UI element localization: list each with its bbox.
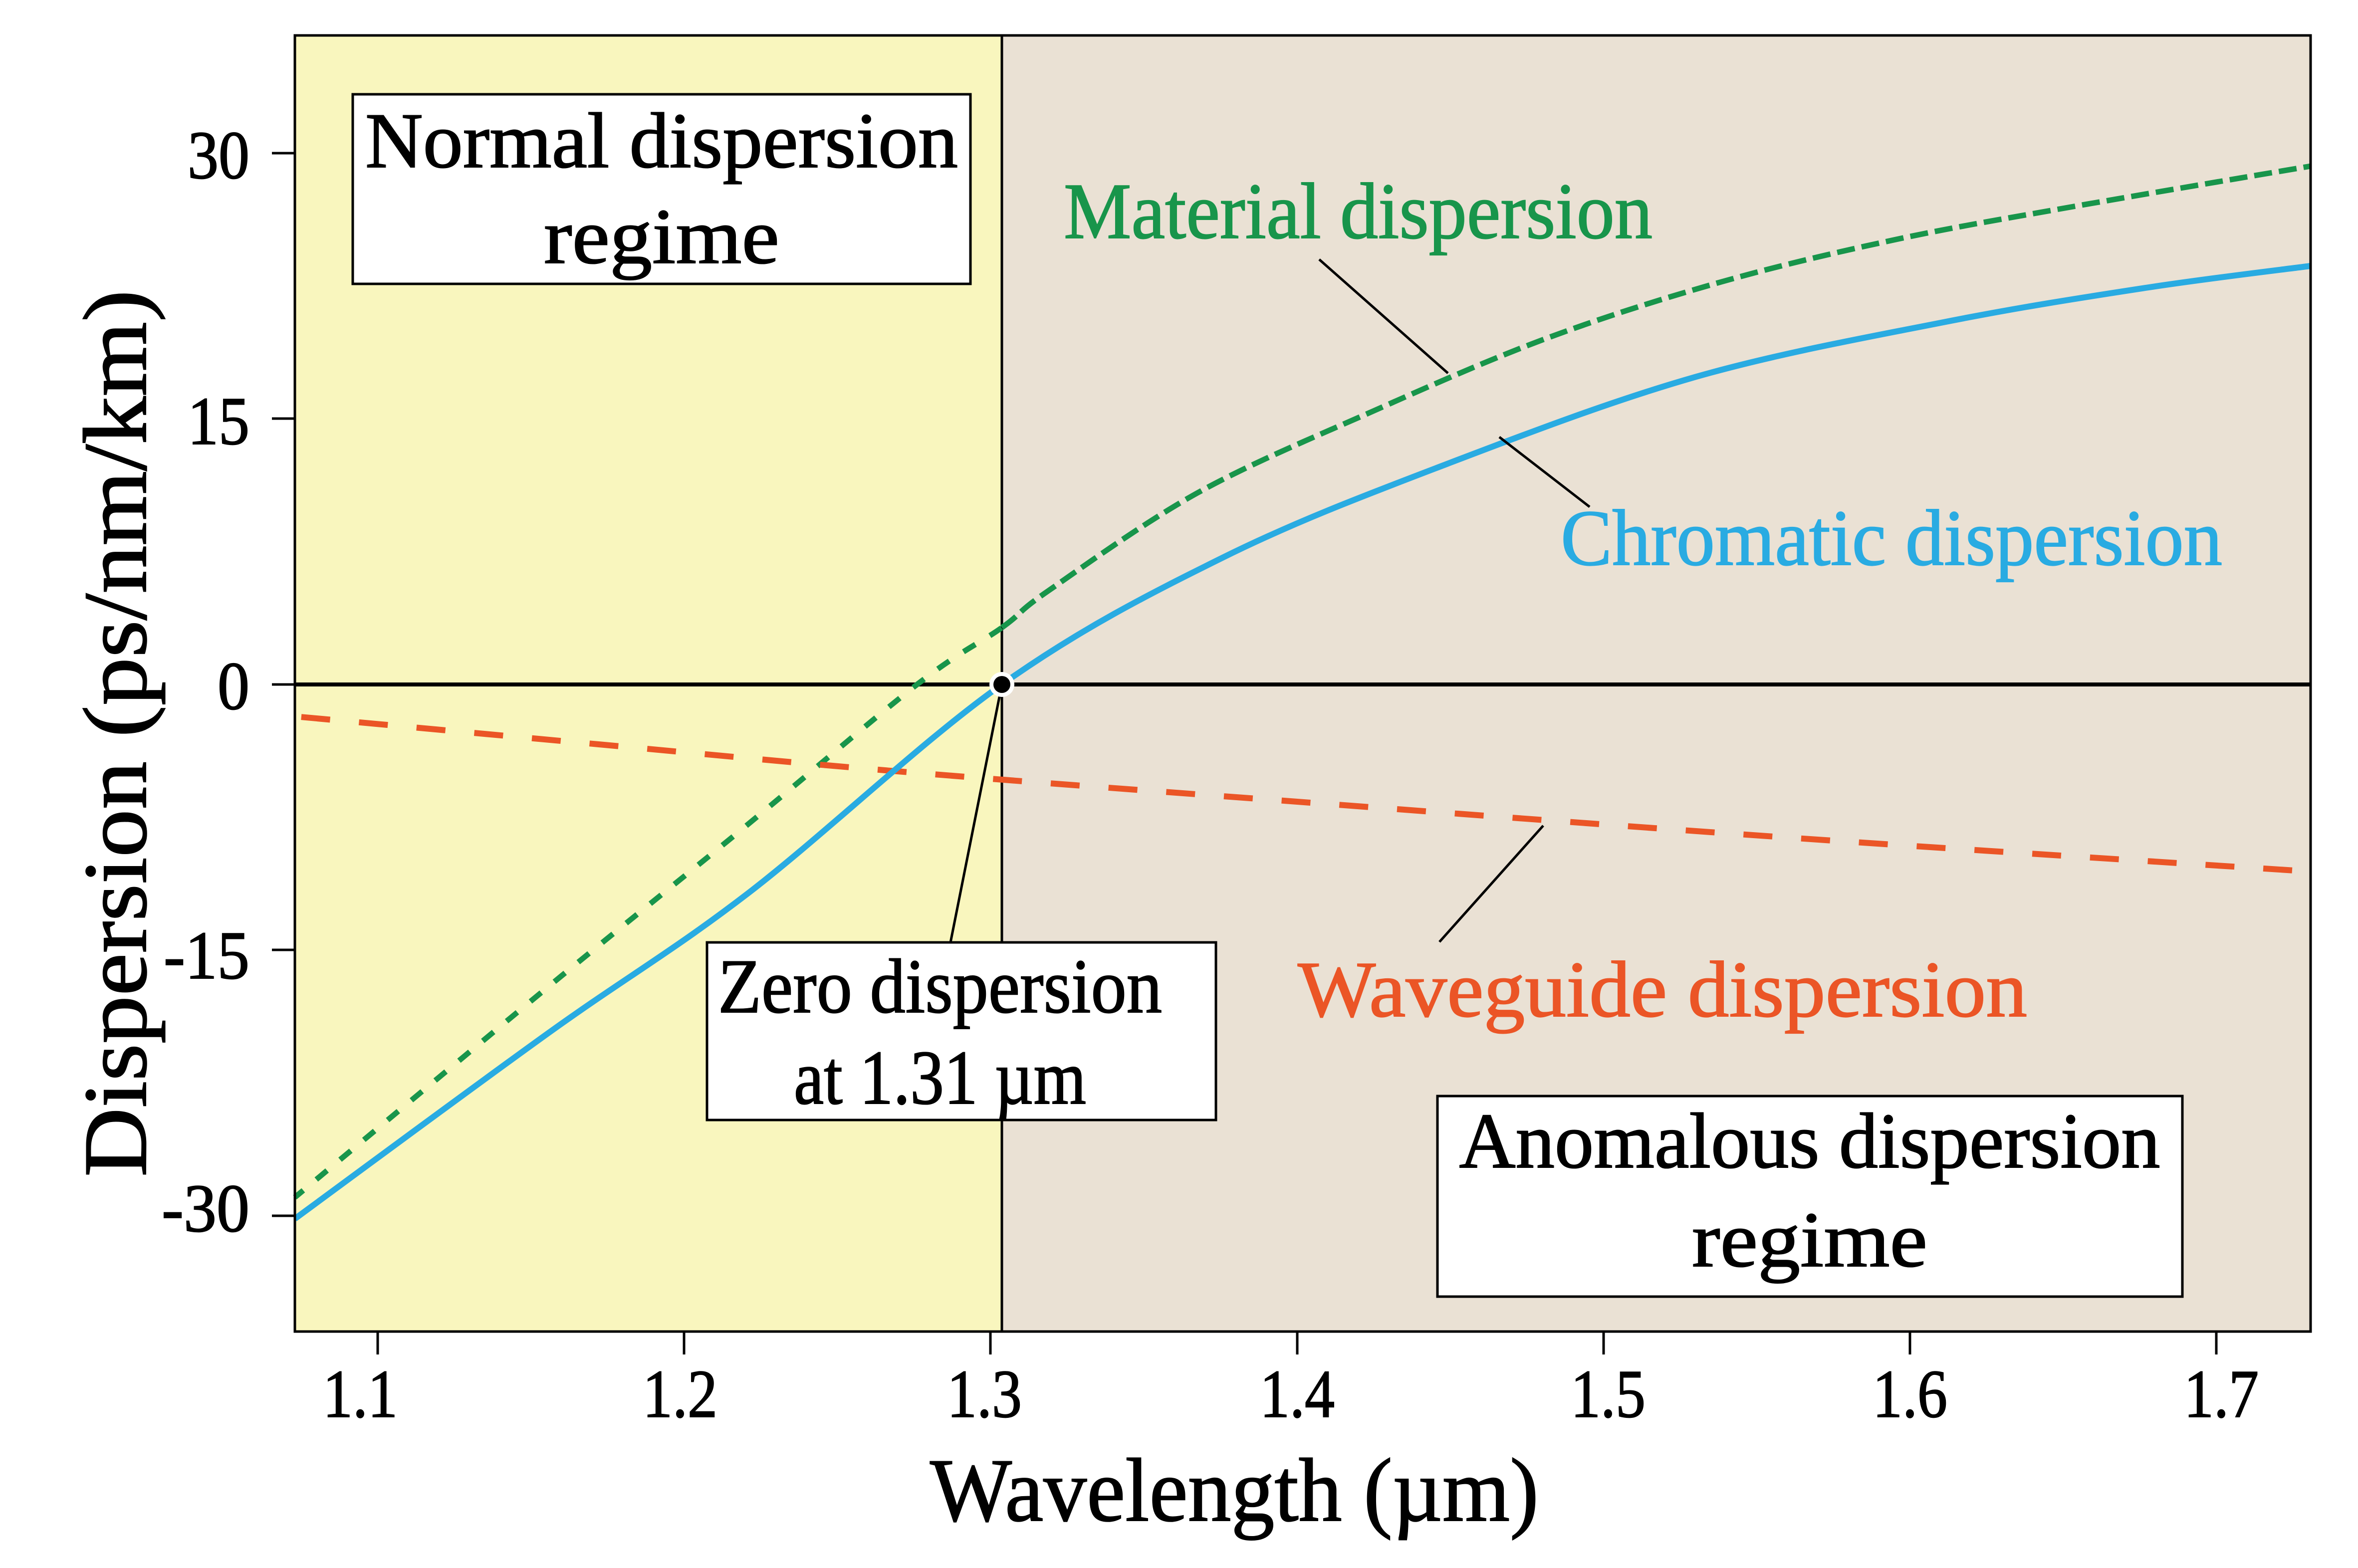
svg-text:1.7: 1.7 — [2184, 1356, 2259, 1432]
svg-text:Normal dispersion: Normal dispersion — [365, 97, 958, 185]
svg-text:-15: -15 — [164, 917, 249, 993]
svg-text:Waveguide dispersion: Waveguide dispersion — [1298, 945, 2027, 1034]
svg-text:at 1.31 µm: at 1.31 µm — [794, 1035, 1086, 1120]
svg-text:15: 15 — [188, 383, 249, 459]
svg-text:Anomalous dispersion: Anomalous dispersion — [1459, 1098, 2160, 1185]
svg-text:0: 0 — [218, 648, 249, 724]
svg-text:Dispersion (ps/nm/km): Dispersion (ps/nm/km) — [66, 290, 166, 1177]
svg-text:1.3: 1.3 — [947, 1356, 1022, 1432]
svg-text:1.4: 1.4 — [1260, 1356, 1335, 1432]
svg-text:Chromatic dispersion: Chromatic dispersion — [1561, 493, 2222, 582]
svg-text:Zero dispersion: Zero dispersion — [718, 943, 1162, 1029]
svg-text:regime: regime — [544, 193, 779, 280]
svg-text:1.2: 1.2 — [643, 1356, 717, 1432]
svg-text:1.5: 1.5 — [1571, 1356, 1646, 1432]
svg-text:1.1: 1.1 — [323, 1356, 398, 1432]
svg-text:30: 30 — [188, 117, 249, 193]
svg-text:Wavelength (µm): Wavelength (µm) — [930, 1441, 1539, 1541]
svg-text:1.6: 1.6 — [1873, 1356, 1947, 1432]
svg-text:regime: regime — [1692, 1196, 1927, 1284]
svg-text:Material dispersion: Material dispersion — [1064, 167, 1652, 255]
svg-text:-30: -30 — [162, 1170, 249, 1246]
